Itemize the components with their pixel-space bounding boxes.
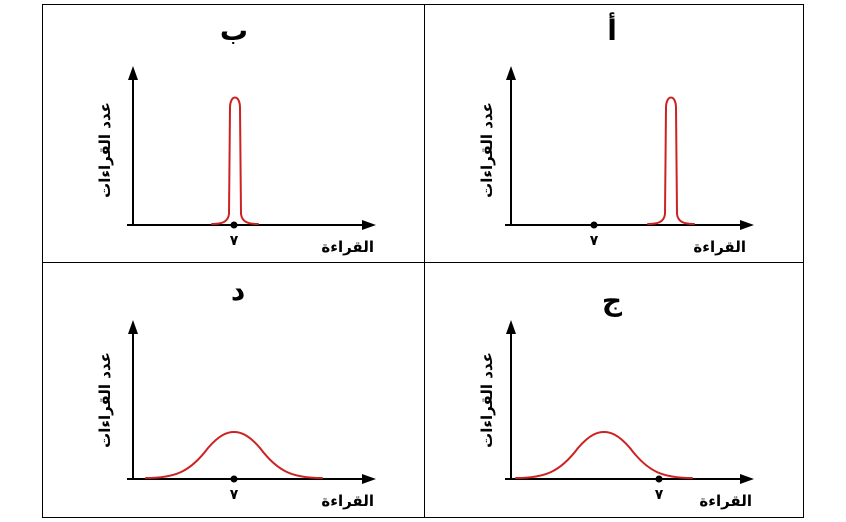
panel-c-true-value-marker — [655, 475, 663, 483]
panel-d-y-axis-arrow — [128, 320, 138, 334]
panel-c-x-axis-arrow — [740, 474, 754, 484]
panel-c: ج عدد القراءات ٧ القراءة — [478, 284, 754, 510]
panel-c-x-axis-label: القراءة — [699, 492, 752, 510]
panel-a-true-value-marker — [590, 221, 598, 229]
panel-b-title: ب — [220, 14, 248, 47]
panel-a-y-axis-arrow — [506, 66, 516, 80]
panel-a: أ عدد القراءات ٧ القراءة — [478, 12, 754, 256]
panel-b-y-axis-label: عدد القراءات — [96, 102, 114, 198]
panel-b: ب عدد القراءات ٧ القراءة — [96, 14, 376, 256]
panel-a-tick-label: ٧ — [590, 233, 599, 249]
panel-c-y-axis-arrow — [506, 320, 516, 334]
panel-c-distribution-curve — [515, 431, 693, 479]
panel-b-y-axis-arrow — [128, 66, 138, 80]
panel-d-y-axis-label: عدد القراءات — [96, 352, 114, 448]
panel-a-x-axis-label: القراءة — [693, 238, 746, 256]
panel-d-tick-label: ٧ — [230, 487, 239, 503]
figure-frame — [42, 4, 804, 518]
panel-d-true-value-marker — [230, 475, 238, 483]
panel-c-y-axis-label: عدد القراءات — [478, 352, 496, 448]
panel-a-title: أ — [607, 12, 617, 47]
panel-d-distribution-curve — [145, 431, 323, 479]
panel-b-x-axis-label: القراءة — [321, 238, 374, 256]
panel-b-true-value-marker — [230, 221, 238, 229]
panel-d-title: د — [231, 274, 245, 307]
panel-c-tick-label: ٧ — [655, 487, 664, 503]
panel-a-distribution-curve — [647, 96, 695, 225]
panel-a-y-axis-label: عدد القراءات — [478, 102, 496, 198]
panel-b-distribution-curve — [211, 96, 259, 225]
panel-d-x-axis-label: القراءة — [321, 492, 374, 510]
panel-b-tick-label: ٧ — [230, 233, 239, 249]
panel-a-x-axis-arrow — [740, 220, 754, 230]
panel-b-x-axis-arrow — [362, 220, 376, 230]
panel-d-x-axis-arrow — [362, 474, 376, 484]
panel-c-title: ج — [602, 284, 623, 318]
panel-d: د عدد القراءات ٧ القراءة — [96, 274, 376, 510]
